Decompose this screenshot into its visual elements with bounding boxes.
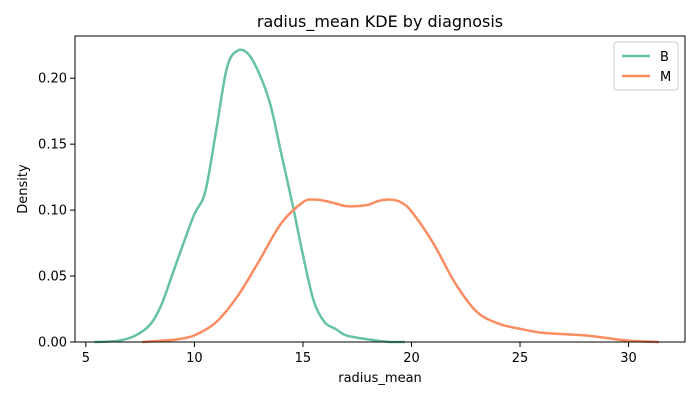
legend-label-m: M	[660, 70, 671, 85]
kde-line-b	[94, 48, 405, 344]
legend-box	[613, 41, 679, 91]
x-axis-label: radius_mean	[338, 371, 422, 386]
x-tick-label: 25	[512, 351, 529, 366]
ticks-layer: 5 10 15 20 25 30 0.00 0.05 0.10 0.15 0.20	[38, 72, 637, 366]
plot-area	[75, 36, 685, 342]
legend-label-b: B	[660, 50, 669, 65]
y-tick-label: 0.05	[38, 270, 67, 285]
kde-line-m	[142, 198, 660, 344]
y-tick-label: 0.10	[38, 204, 67, 219]
y-axis-label: Density	[16, 164, 31, 214]
y-tick-label: 0.20	[38, 72, 67, 87]
chart-title: radius_mean KDE by diagnosis	[257, 12, 503, 32]
y-tick-label: 0.00	[38, 336, 67, 351]
x-tick-label: 10	[186, 351, 203, 366]
x-tick-label: 30	[620, 351, 637, 366]
y-tick-label: 0.15	[38, 138, 67, 153]
plot-frame	[74, 35, 686, 343]
series-layer	[94, 48, 660, 344]
x-tick-label: 5	[82, 351, 90, 366]
x-tick-label: 20	[403, 351, 420, 366]
legend: B M	[613, 41, 679, 91]
x-tick-label: 15	[295, 351, 312, 366]
